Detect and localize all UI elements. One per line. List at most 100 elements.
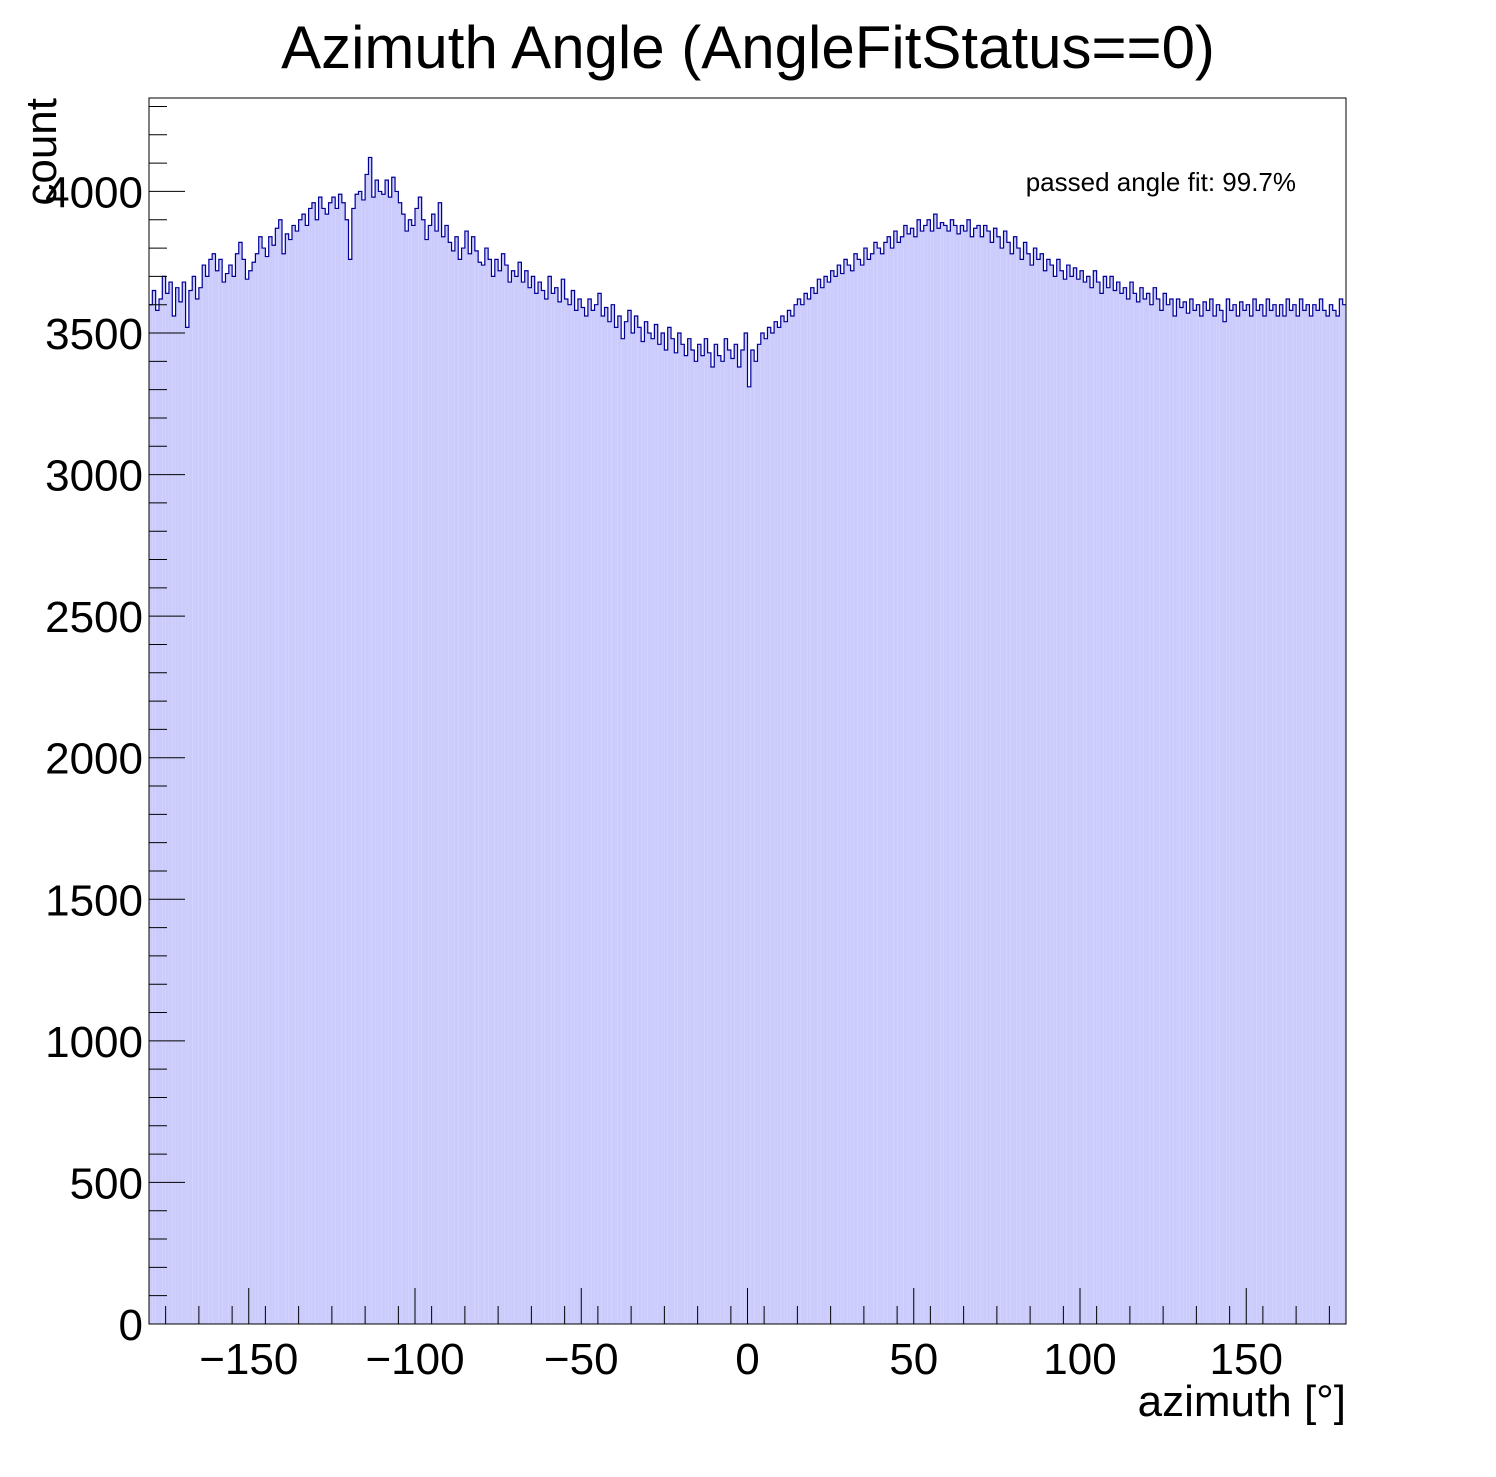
histogram-bin (345, 219, 349, 1324)
histogram-bin (424, 239, 429, 1324)
y-tick-label: 3500 (45, 310, 143, 359)
histogram-bin (1302, 310, 1307, 1324)
histogram-bin (664, 349, 668, 1325)
histogram-bin (880, 253, 884, 1324)
histogram-bin (1176, 299, 1180, 1324)
histogram-bin (1289, 310, 1293, 1324)
x-tick-label: 50 (889, 1335, 938, 1384)
histogram-bin (1246, 304, 1250, 1324)
chart-title: Azimuth Angle (AngleFitStatus==0) (281, 14, 1215, 81)
histogram-bin (990, 242, 994, 1324)
histogram-bin (388, 197, 392, 1324)
histogram-bin (937, 228, 941, 1325)
histogram-bin (165, 293, 169, 1325)
histogram-bin (730, 358, 735, 1324)
histogram-bin (541, 290, 545, 1325)
histogram-bin (943, 225, 947, 1325)
histogram-bin (1030, 265, 1034, 1325)
histogram-bin (1256, 310, 1260, 1324)
histogram-bin (415, 208, 419, 1325)
histogram-bin (737, 366, 741, 1324)
histogram-bin (970, 236, 974, 1325)
histogram-bin (774, 321, 778, 1325)
histogram-bin (285, 233, 289, 1325)
histogram-bin (1123, 287, 1127, 1325)
y-tick-label: 0 (119, 1301, 143, 1350)
histogram-bin (385, 180, 389, 1325)
histogram-bin (621, 338, 625, 1324)
histogram-bin (577, 299, 582, 1324)
histogram-bin (308, 208, 312, 1325)
histogram-bin (1186, 313, 1190, 1324)
histogram-bin (1266, 299, 1270, 1324)
histogram-bin (1099, 293, 1104, 1325)
x-tick-label: −50 (544, 1335, 619, 1384)
histogram-bin (800, 304, 805, 1324)
histogram-bin (654, 324, 658, 1324)
histogram-bin (760, 333, 765, 1324)
histogram-bin (468, 253, 472, 1324)
histogram-bin (1242, 310, 1247, 1324)
histogram-bin (674, 352, 678, 1324)
histogram-bin (318, 197, 322, 1324)
histogram-bin (275, 228, 279, 1325)
histogram-bin (694, 361, 698, 1324)
histogram-bin (933, 214, 938, 1324)
histogram-bin (1149, 304, 1154, 1324)
histogram-bin (940, 222, 944, 1324)
histogram-bin (893, 231, 898, 1325)
histogram-bin (375, 180, 379, 1325)
histogram-bin (920, 231, 924, 1325)
histogram-bin (850, 270, 854, 1324)
histogram-bin (591, 310, 595, 1324)
x-tick-label: 100 (1043, 1335, 1116, 1384)
histogram-bin (780, 316, 785, 1325)
histogram-bin (830, 270, 834, 1324)
histogram-bin (381, 194, 386, 1324)
histogram-bin (617, 316, 622, 1325)
histogram-bin (1126, 299, 1130, 1324)
histogram-bin (328, 202, 332, 1325)
histogram-bin (840, 273, 844, 1324)
histogram-bin (564, 299, 568, 1324)
histogram-bin (255, 253, 259, 1324)
histogram-bin (1219, 310, 1223, 1324)
histogram-bin (1259, 304, 1263, 1324)
histogram-bin (704, 338, 708, 1324)
y-axis-label: count (17, 98, 66, 206)
histogram-bin (963, 231, 967, 1325)
histogram-bin (986, 231, 991, 1325)
histogram-bin (903, 225, 908, 1325)
histogram-bin (361, 199, 366, 1325)
histogram-bin (900, 236, 904, 1325)
histogram-bin (584, 316, 588, 1325)
histogram-bin (1229, 310, 1233, 1324)
histogram-bin (657, 344, 662, 1325)
histogram-outline (149, 156, 1346, 388)
histogram-bin (494, 259, 499, 1325)
histogram-bin (574, 310, 578, 1324)
histogram-bin (734, 344, 738, 1325)
histogram-bin (631, 333, 635, 1324)
histogram-bin (448, 242, 452, 1324)
y-tick-label: 3000 (45, 452, 143, 501)
histogram-bin (1199, 316, 1204, 1325)
histogram-bin (1183, 301, 1187, 1324)
histogram-bin (1050, 265, 1054, 1325)
histogram-bin (814, 293, 818, 1325)
histogram-bin (883, 242, 888, 1324)
histogram-bin (634, 316, 638, 1325)
x-axis-label: azimuth [°] (1138, 1377, 1346, 1426)
histogram-bin (1316, 310, 1320, 1324)
histogram-bin (1103, 276, 1107, 1324)
histogram-bin (857, 259, 861, 1325)
histogram-bin (747, 386, 751, 1324)
histogram-bin (238, 242, 243, 1324)
histogram-bin (178, 301, 183, 1324)
histogram-bin (335, 208, 339, 1325)
histogram-bin (534, 293, 539, 1325)
histogram-bin (391, 177, 396, 1325)
histogram-bin (947, 231, 951, 1325)
histogram-bin (1173, 316, 1177, 1325)
